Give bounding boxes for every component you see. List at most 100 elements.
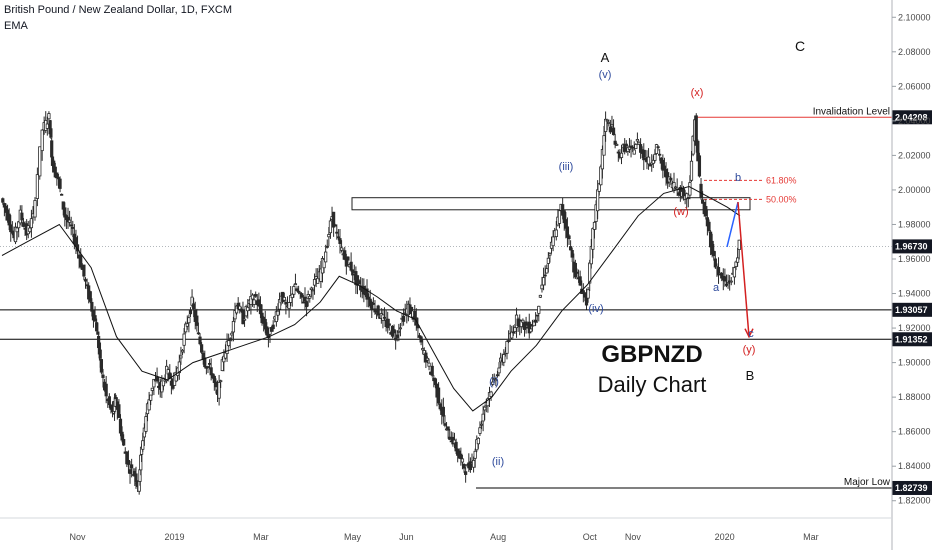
candle-body: [376, 305, 380, 316]
candle-body: [729, 280, 733, 283]
wave-label-iv: (iv): [588, 303, 603, 315]
candle-body: [392, 329, 396, 334]
candle-body: [443, 423, 447, 426]
candle-body: [658, 153, 662, 156]
candle-body: [150, 387, 154, 391]
candle-body: [282, 296, 286, 301]
candle-body: [99, 359, 104, 373]
price-tag-bg: [892, 302, 932, 317]
candle-body: [335, 231, 339, 234]
wave-label-iii: (iii): [559, 161, 574, 173]
candle-body: [491, 381, 495, 385]
candle-body: [436, 387, 441, 404]
price-tag-bg: [892, 332, 932, 347]
candle-body: [7, 213, 11, 226]
price-axis[interactable]: 2.10000 2.08000 2.06000 2.04000 2.02000 2.000…: [891, 0, 931, 550]
chart-symbol-title: British Pound / New Zealand Dollar, 1D, …: [4, 4, 233, 16]
candle-body: [122, 439, 126, 446]
time-axis[interactable]: Nov 2019 Mar May Jun Aug Oct Nov 2020 Mar: [0, 517, 892, 542]
candle-body: [228, 338, 232, 341]
indicator-label: EMA: [4, 20, 28, 32]
candle-body: [602, 135, 606, 156]
candle-body: [716, 267, 721, 276]
candle-body: [546, 257, 550, 264]
candle-body: [596, 189, 600, 212]
candle-body: [185, 323, 189, 327]
candle-body: [605, 119, 609, 122]
candle-body: [60, 193, 64, 196]
candle-body: [724, 284, 729, 286]
time-tick-label: Oct: [583, 532, 598, 542]
candle-body: [29, 218, 34, 229]
candle-body: [139, 454, 143, 471]
candle-body: [128, 469, 132, 474]
price-tick-label: 2.00000: [898, 185, 931, 195]
wave-label-c: c: [748, 328, 754, 340]
price-tick-label: 1.96000: [898, 254, 931, 264]
candle-body: [476, 437, 480, 445]
candle-body: [502, 354, 506, 363]
candle-body: [511, 331, 515, 334]
candle-body: [460, 458, 465, 463]
candle-body: [489, 391, 493, 397]
candle-body: [200, 344, 204, 353]
candle-body: [15, 227, 19, 233]
candle-body: [130, 464, 134, 469]
level-label: Major Low: [844, 477, 891, 488]
candle-body: [371, 302, 375, 305]
candle-body: [182, 333, 186, 346]
price-tick-label: 1.88000: [898, 392, 931, 402]
candle-body: [616, 151, 620, 154]
candle-body: [312, 279, 317, 286]
candle-body: [481, 413, 485, 422]
candle-body: [632, 149, 636, 155]
candle-body: [227, 340, 231, 347]
candle-body: [421, 348, 425, 351]
candle-body: [430, 365, 434, 376]
candle-body: [292, 286, 296, 295]
candle-body: [615, 143, 619, 146]
candle-body: [631, 146, 635, 149]
candle-body: [147, 399, 151, 411]
candle-body: [370, 301, 374, 310]
candle-body: [58, 178, 62, 189]
candle-body: [599, 166, 603, 186]
candle-body: [301, 301, 306, 304]
wave-label-x: (x): [691, 87, 704, 99]
candle-body: [543, 274, 547, 277]
candle-body: [344, 259, 348, 267]
candle-body: [40, 129, 44, 152]
chart-overlay-title: GBPNZD: [601, 341, 702, 368]
candle-body: [188, 310, 193, 315]
candle-body: [732, 267, 737, 278]
candle-body: [681, 188, 686, 197]
candle-body: [338, 238, 342, 244]
candle-body: [427, 362, 431, 367]
candle-body: [459, 453, 463, 460]
candle-body: [195, 315, 199, 326]
price-tag-label: 2.04208: [895, 112, 928, 122]
time-tick-label: Nov: [69, 532, 86, 542]
candle-body: [10, 230, 14, 234]
candles: [1, 111, 741, 495]
candle-body: [613, 140, 617, 145]
candle-body: [104, 383, 108, 397]
candle-body: [219, 380, 223, 383]
candle-body: [712, 250, 716, 257]
candle-body: [726, 282, 730, 285]
candle-body: [33, 200, 37, 218]
candle-body: [699, 183, 703, 198]
fib-label: 50.00%: [766, 194, 797, 204]
candle-body: [387, 323, 391, 326]
price-tick-label: 2.08000: [898, 47, 931, 57]
candle-body: [394, 337, 398, 341]
candle-body: [69, 224, 73, 227]
wave-label-w: (w): [673, 206, 688, 218]
candle-body: [1, 198, 5, 203]
candle-body: [250, 294, 255, 300]
time-tick-label: Aug: [490, 532, 506, 542]
candle-body: [120, 431, 124, 441]
candle-body: [83, 279, 88, 282]
